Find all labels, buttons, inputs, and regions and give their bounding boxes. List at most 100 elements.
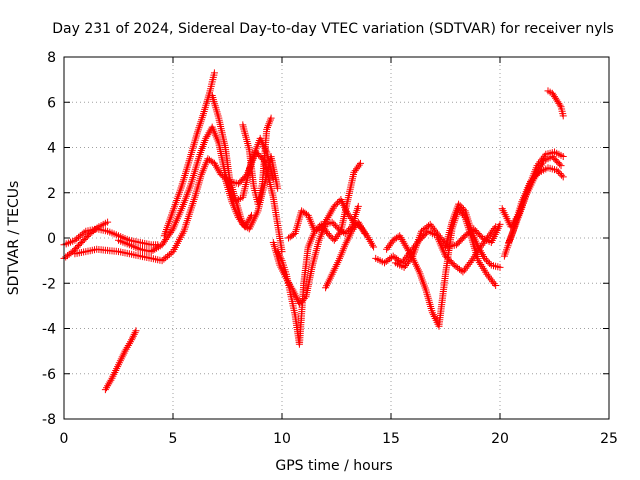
- data-point: [550, 154, 558, 162]
- data-point: [156, 242, 164, 250]
- series-track-8: [221, 175, 255, 231]
- series-track-20: [505, 153, 565, 246]
- data-point: [556, 160, 564, 168]
- data-point: [457, 236, 465, 244]
- series-track-21: [544, 87, 567, 120]
- series-track-1: [60, 225, 162, 249]
- data-point: [455, 238, 463, 246]
- data-point: [78, 230, 86, 238]
- data-point: [370, 243, 378, 251]
- data-point: [458, 235, 466, 243]
- data-point: [348, 227, 356, 235]
- data-point: [496, 220, 504, 228]
- data-point: [256, 153, 264, 160]
- x-tick-label: 25: [600, 431, 618, 447]
- data-point: [358, 225, 366, 232]
- data-point: [299, 296, 307, 304]
- data-point: [460, 205, 467, 213]
- data-point: [165, 251, 173, 259]
- data-point: [556, 170, 564, 177]
- data-point: [556, 101, 564, 109]
- data-point: [403, 260, 411, 268]
- data-point: [75, 242, 82, 249]
- data-point: [355, 161, 363, 169]
- x-tick-label: 5: [169, 431, 178, 447]
- data-point: [72, 245, 80, 253]
- series-track-15: [383, 205, 500, 330]
- data-point: [76, 240, 84, 248]
- data-point: [128, 336, 136, 344]
- data-point: [149, 246, 157, 254]
- data-point: [384, 244, 392, 251]
- data-point: [239, 175, 247, 183]
- series-line: [501, 151, 564, 228]
- data-point: [554, 159, 562, 167]
- y-tick-label: 4: [47, 141, 56, 157]
- series-track-17: [442, 200, 504, 271]
- data-point: [349, 216, 357, 224]
- series-track-3: [101, 327, 140, 394]
- data-point: [353, 165, 361, 173]
- data-point: [459, 268, 467, 276]
- data-point: [151, 245, 159, 253]
- series-track-9: [239, 114, 275, 208]
- data-point: [434, 230, 441, 238]
- series-track-13: [285, 196, 378, 251]
- data-point: [75, 233, 82, 241]
- data-point: [482, 256, 490, 264]
- data-point: [83, 233, 91, 240]
- data-point: [456, 202, 464, 210]
- y-tick-label: 8: [47, 50, 56, 66]
- data-point: [297, 298, 305, 306]
- data-point: [350, 168, 358, 176]
- y-tick-label: -2: [42, 276, 56, 292]
- y-tick-label: 0: [47, 231, 56, 247]
- data-point: [484, 258, 492, 266]
- data-point: [354, 202, 362, 210]
- data-point: [454, 239, 462, 247]
- series-track-4: [71, 148, 286, 265]
- data-point: [295, 300, 303, 308]
- data-point: [477, 233, 485, 240]
- data-point: [325, 231, 333, 239]
- data-point: [147, 248, 155, 256]
- data-point: [362, 230, 370, 238]
- data-point: [82, 234, 90, 242]
- data-point: [357, 223, 364, 231]
- data-point: [265, 120, 273, 128]
- data-point: [487, 276, 495, 284]
- data-points: [60, 69, 567, 394]
- data-point: [71, 236, 79, 244]
- series-track-6: [160, 69, 218, 240]
- data-point: [77, 239, 85, 246]
- data-point: [164, 252, 172, 260]
- data-point: [388, 238, 396, 246]
- data-point: [130, 330, 138, 338]
- data-point: [104, 218, 112, 226]
- data-point: [129, 334, 136, 342]
- data-point: [343, 209, 351, 217]
- data-point: [346, 213, 354, 221]
- data-point: [548, 153, 556, 161]
- data-point: [558, 171, 566, 179]
- y-tick-label: -8: [42, 412, 56, 428]
- data-point: [452, 241, 460, 249]
- data-point: [328, 218, 336, 226]
- data-point: [553, 157, 561, 165]
- data-point: [274, 184, 282, 192]
- data-point: [387, 240, 395, 248]
- series-track-2: [60, 218, 112, 262]
- data-point: [324, 214, 332, 222]
- data-point: [247, 211, 255, 219]
- series-track-5: [115, 123, 277, 256]
- data-point: [245, 215, 253, 223]
- data-point: [356, 159, 364, 167]
- data-point: [447, 258, 455, 266]
- data-point: [70, 246, 78, 254]
- y-tick-label: -4: [42, 322, 56, 338]
- data-point: [167, 229, 175, 236]
- data-point: [473, 228, 481, 236]
- data-point: [359, 226, 367, 234]
- data-point: [496, 263, 504, 271]
